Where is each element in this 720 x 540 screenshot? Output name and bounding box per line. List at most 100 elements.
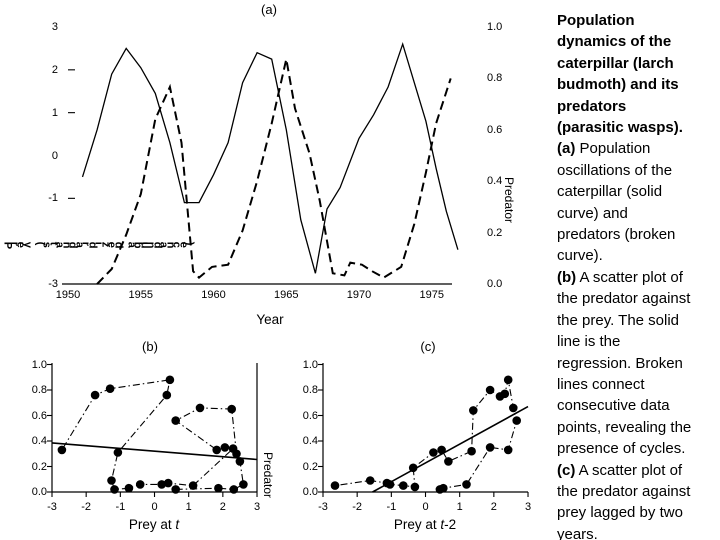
panel-b-x-tick-label: 3 [253, 501, 261, 513]
panel-b-data-point [171, 485, 180, 494]
panel-b-data-point [124, 483, 134, 493]
caption-line: Population [557, 10, 720, 31]
panel-a-right-tick-label: 0.6 [487, 123, 503, 136]
panel-b-data-point [212, 445, 221, 455]
panel-c-data-point [399, 481, 408, 490]
panel-c-data-point [469, 406, 478, 415]
panel-c-xaxis-label-prefix: Prey at [393, 517, 441, 532]
panel-b-regression-line [51, 442, 258, 461]
caption-line: prey lagged by two [557, 504, 683, 522]
panel-a-left-tick-label: 3 [51, 21, 58, 33]
panel-c-data-point [512, 416, 521, 425]
panel-c-data-point [330, 481, 340, 490]
panel-b-data-point [110, 485, 119, 494]
panel-c-data-point [503, 375, 513, 385]
panel-b-data-point [195, 403, 205, 413]
panel-b-right-axis-label: Predator [261, 452, 275, 499]
caption-bold-text: (a) [557, 140, 576, 158]
panel-c-data-point [485, 443, 495, 452]
garbled-char: ) [183, 241, 196, 246]
panel-a-right-tick-label: 0.8 [487, 72, 503, 85]
panel-a-right-tick-label: 0.2 [487, 226, 503, 239]
caption-line: the predator against [557, 482, 691, 500]
panel-c-x-tick-label: 3 [524, 501, 532, 513]
caption-line: lines connect [557, 375, 645, 393]
caption-line: presence of cycles. [557, 440, 686, 458]
panel-b-data-point [105, 384, 115, 394]
panel-a-left-axis-label-garbled: Prey (standardized abundance) [4, 235, 204, 252]
panel-c-data-point [495, 392, 505, 401]
panel-c-y-tick-label: 1.0 [302, 358, 318, 371]
panel-b-x-tick-label: -3 [47, 501, 57, 513]
panel-c-data-point [429, 448, 438, 457]
panel-c-xaxis-label: Prey at t-2 [365, 517, 485, 532]
panel-c-x-tick-label: -3 [318, 501, 328, 513]
panel-a-right-tick-label: 0.4 [487, 175, 503, 188]
panel-b-x-tick-label: 0 [151, 501, 158, 513]
panel-b-y-tick-label: 0.4 [31, 435, 47, 447]
predators-broken-curve [96, 58, 452, 285]
panel-c-data-point [410, 482, 420, 492]
panel-c-data-point [444, 457, 453, 466]
caption-line: (a) Population [557, 140, 651, 158]
garbled-char: y [20, 241, 33, 248]
panel-a-x-tick-label: 1965 [274, 289, 299, 301]
panel-a-x-tick-label: 1950 [55, 289, 81, 301]
caption-line: the predator against [557, 290, 691, 308]
garbled-char: d [111, 241, 124, 249]
panel-c-data-point [467, 446, 476, 456]
panel-b-data-point [90, 390, 100, 400]
caption-line: regression. Broken [557, 354, 683, 372]
panel-c-data-point [509, 403, 518, 413]
panel-b-data-point [107, 476, 116, 485]
panel-c-regression-line [372, 405, 529, 493]
caption-bold-text: (c) [557, 461, 576, 479]
panel-a-right-tick-label: 1.0 [487, 21, 503, 33]
caption-bold-text: budmoth) and its [557, 76, 679, 94]
panel-a-right-axis-label: Predator [502, 177, 516, 224]
panel-b-data-point [113, 448, 123, 457]
panel-b-xaxis-label-var: t [175, 517, 180, 532]
caption-line: line is the [557, 333, 621, 351]
panel-b-data-point [235, 457, 245, 466]
panel-c-x-tick-label: 1 [456, 501, 463, 513]
panel-c-data-point [437, 445, 446, 455]
panel-a-left-tick-label: 2 [51, 63, 58, 76]
caption-bold-text: (parasitic wasps). [557, 119, 683, 137]
panel-b-data-point [57, 445, 67, 455]
panel-c-data-point [462, 480, 471, 489]
panel-b-data-point [239, 480, 248, 489]
panel-b-data-point [228, 444, 238, 453]
panel-a-x-tick-label: 1960 [201, 289, 226, 301]
caption-line: (parasitic wasps). [557, 117, 720, 138]
panel-c-data-point [365, 476, 375, 485]
panel-b-x-tick-label: -2 [81, 501, 92, 513]
panel-c-data-point [408, 463, 418, 473]
caption-bold-text: (b) [557, 268, 577, 286]
panel-b-xaxis-label-prefix: Prey at [128, 517, 176, 532]
panel-a-x-tick-label: 1975 [419, 289, 444, 301]
panel-b-x-tick-label: 2 [219, 501, 226, 513]
panel-b-data-point [165, 375, 175, 385]
caption-line: (c) A scatter plot of [557, 461, 683, 479]
panel-b-data-point [135, 480, 145, 489]
panel-c-x-tick-label: -1 [386, 501, 397, 513]
panel-b-data-point [188, 481, 198, 490]
panel-a-x-tick-label: 1970 [346, 289, 372, 301]
panel-a-left-tick-label: -3 [48, 278, 58, 290]
panel-b-y-tick-label: 1.0 [31, 358, 47, 371]
panel-c-data-point [382, 478, 392, 488]
caption-line: caterpillar (larch [557, 53, 720, 74]
panel-a-title: (a) [261, 2, 277, 17]
panel-a-x-tick-label: 1955 [128, 289, 153, 301]
panel-c-y-tick-label: 0.4 [302, 435, 318, 447]
caption-bold-text: Population [557, 12, 635, 29]
caption-line: curve) and [557, 204, 628, 222]
panel-b-x-tick-label: -1 [115, 501, 126, 513]
panel-b-data-point [220, 443, 230, 452]
caption-line: years. [557, 525, 598, 540]
caption-line: consecutive data [557, 397, 670, 415]
panel-c-y-tick-label: 0.2 [302, 460, 318, 473]
